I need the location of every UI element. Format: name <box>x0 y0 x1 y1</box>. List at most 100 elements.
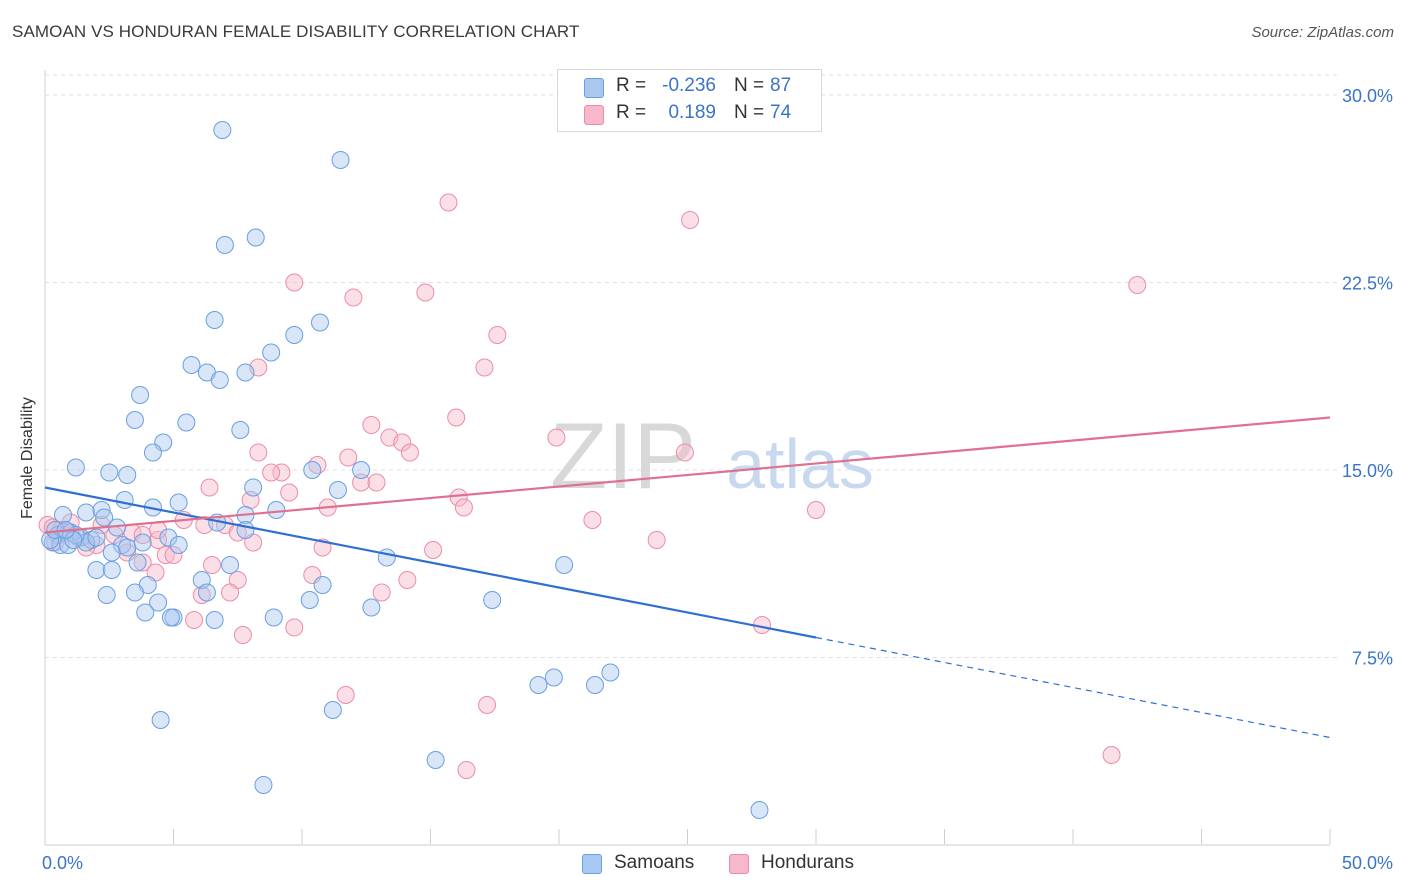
samoan-point <box>128 553 147 572</box>
samoan-point <box>750 801 769 819</box>
samoan-point <box>236 363 255 382</box>
samoan-point <box>169 493 188 512</box>
honduran-point <box>1128 276 1147 294</box>
samoan-point <box>544 668 563 687</box>
honduran-point <box>200 478 219 497</box>
samoan-point <box>133 533 152 552</box>
honduran-point <box>488 326 507 344</box>
samoan-point <box>161 608 180 627</box>
samoan-point <box>102 561 121 579</box>
samoans-swatch <box>582 854 602 874</box>
honduran-point <box>362 416 381 434</box>
samoan-point <box>151 711 170 729</box>
honduran-point <box>647 531 666 549</box>
samoan-point <box>95 508 114 527</box>
samoan-point <box>125 411 144 429</box>
samoan-point <box>244 478 263 497</box>
samoan-point <box>213 121 232 139</box>
samoan-point <box>131 386 150 404</box>
chart-title: SAMOAN VS HONDURAN FEMALE DISABILITY COR… <box>12 22 580 41</box>
honduran-point <box>398 571 417 589</box>
honduran-point <box>439 193 458 212</box>
honduran-point <box>192 586 211 604</box>
honduran-point <box>185 611 204 629</box>
samoan-point <box>205 311 224 329</box>
samoan-point <box>100 463 119 482</box>
samoans-trend-line <box>44 486 817 639</box>
honduran-point <box>807 501 825 519</box>
samoan-point <box>159 528 178 547</box>
samoan-point <box>143 443 162 462</box>
legend-n-label: N = <box>734 102 765 123</box>
legend-r-label: R = <box>616 75 647 96</box>
honduran-point <box>344 288 363 307</box>
honduran-point <box>675 443 694 462</box>
watermark-zip: ZIP <box>550 403 696 508</box>
samoan-point <box>221 556 240 574</box>
samoan-point <box>267 501 286 519</box>
source-credit: Source: ZipAtlas.com <box>1251 24 1394 41</box>
honduran-point <box>1102 746 1121 764</box>
samoan-point <box>197 583 216 602</box>
legend-box: R = -0.236 N = 87 R = 0.189 N = 74 <box>557 69 822 132</box>
samoan-point <box>310 313 329 332</box>
legend-n-value: 87 <box>770 75 792 96</box>
samoan-point <box>87 528 106 547</box>
samoan-point <box>118 538 137 557</box>
samoan-point <box>426 751 445 769</box>
samoan-point <box>102 543 121 562</box>
honduran-point <box>478 696 497 714</box>
honduran-point <box>164 546 183 564</box>
honduran-point <box>233 626 252 644</box>
samoan-point <box>555 556 574 574</box>
samoan-point <box>303 461 322 479</box>
samoan-point <box>323 701 342 719</box>
honduran-point <box>156 546 175 564</box>
samoan-point <box>254 776 273 794</box>
hondurans-swatch <box>584 105 604 125</box>
samoan-point <box>177 413 196 432</box>
samoans-label: Samoans <box>614 852 695 873</box>
honduran-point <box>447 408 466 427</box>
samoan-point <box>529 676 548 694</box>
samoans-trend-extension <box>815 636 1331 739</box>
samoan-point <box>182 356 201 374</box>
honduran-point <box>221 583 240 602</box>
honduran-point <box>336 686 355 704</box>
samoan-point <box>64 531 83 549</box>
samoan-point <box>125 583 144 602</box>
honduran-point <box>583 511 602 529</box>
samoan-point <box>483 591 502 609</box>
honduran-point <box>416 283 435 302</box>
samoan-point <box>87 561 106 579</box>
honduran-point <box>280 483 299 502</box>
samoan-point <box>262 343 281 362</box>
y-tick-label: 7.5% <box>1352 649 1393 669</box>
samoan-point <box>362 598 381 617</box>
honduran-point <box>454 498 473 517</box>
honduran-point <box>87 536 106 554</box>
honduran-point <box>372 583 391 602</box>
y-tick-label: 15.0% <box>1342 461 1393 481</box>
samoan-point <box>601 663 620 682</box>
honduran-point <box>133 553 152 572</box>
y-tick-label: 30.0% <box>1342 86 1393 106</box>
samoan-point <box>236 521 255 539</box>
tick-labels: 7.5% 15.0% 22.5% 30.0% 0.0% 50.0% <box>42 86 1393 873</box>
honduran-point <box>285 273 304 292</box>
samoan-point <box>59 536 78 554</box>
samoan-point <box>77 503 96 522</box>
samoan-point <box>115 491 134 509</box>
hondurans-trend-line <box>44 416 1331 534</box>
x-tick-label: 0.0% <box>42 853 83 873</box>
samoan-point <box>300 591 319 609</box>
samoan-point <box>113 536 132 554</box>
samoan-point <box>328 481 347 499</box>
legend-row-hondurans: R = 0.189 N = 74 <box>558 102 821 126</box>
honduran-point <box>272 463 291 482</box>
honduran-point <box>339 448 358 467</box>
samoan-point <box>377 548 396 567</box>
honduran-point <box>203 556 222 574</box>
samoan-point <box>169 536 188 554</box>
